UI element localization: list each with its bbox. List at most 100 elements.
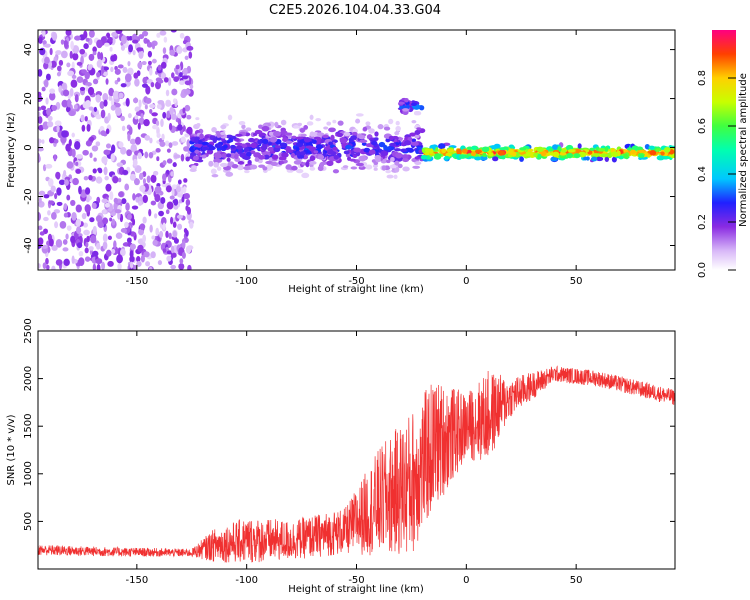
spectrogram-cell xyxy=(328,127,336,133)
spectrogram-cell xyxy=(107,235,112,240)
spectrogram-cell xyxy=(45,73,51,81)
spectrogram-cell xyxy=(189,84,194,90)
snr-frame xyxy=(37,330,676,570)
spectrogram-cell xyxy=(165,185,172,193)
spectrogram-cell xyxy=(103,149,111,156)
spectrogram-cell xyxy=(309,166,316,171)
spectrogram-cell xyxy=(393,148,401,152)
spectrogram-cell xyxy=(150,174,157,183)
spectrogram-cell xyxy=(45,97,49,105)
spectrogram-cell xyxy=(81,124,86,132)
spectrogram-cell xyxy=(355,113,364,117)
spectrogram-cell xyxy=(177,179,182,185)
spectrogram-cell xyxy=(336,132,344,138)
spectrogram-cell xyxy=(169,49,176,56)
spectrogram-cell xyxy=(51,104,58,111)
spectrogram-cell xyxy=(127,213,132,220)
spectrogram-cell xyxy=(56,71,61,77)
spectrogram-cell xyxy=(353,147,362,153)
spectrogram-cell xyxy=(332,169,340,174)
spectrogram-cell xyxy=(79,48,86,55)
spectrogram-cell xyxy=(368,149,376,155)
spectrogram-cell xyxy=(257,139,263,145)
spectrogram-cell xyxy=(54,221,59,229)
spectrogram-cell xyxy=(151,235,156,240)
spectrogram-cell xyxy=(350,135,357,140)
spectrogram-cell xyxy=(55,50,62,56)
spectrogram-cell xyxy=(173,76,180,83)
spectrogram-cell xyxy=(156,32,161,38)
spectrogram-cell xyxy=(119,248,126,257)
spectrogram-cell xyxy=(41,30,46,37)
spectrogram-cell xyxy=(306,121,314,126)
spectrogram-cell xyxy=(358,155,367,162)
spectrogram-cell xyxy=(592,153,600,157)
spectrogram-cell xyxy=(163,77,169,83)
spectrogram-cell xyxy=(59,220,67,229)
spectrogram-cell xyxy=(386,174,394,179)
spectrogram-cell xyxy=(415,148,420,155)
spectrogram-cell xyxy=(172,230,178,238)
spectrogram-cell xyxy=(303,137,311,143)
spectrogram-cell xyxy=(271,154,279,160)
spectrogram-cell xyxy=(51,245,58,251)
spectrogram-cell xyxy=(145,85,151,95)
spectrogram-cell xyxy=(267,146,275,152)
spectrogram-cell xyxy=(87,64,93,71)
spectrogram-cell xyxy=(434,153,442,158)
spectrogram-cell xyxy=(180,136,186,143)
spectrogram-cell xyxy=(111,31,119,37)
spectrogram-cell xyxy=(415,111,422,116)
spectrogram-cell xyxy=(414,134,420,139)
spectrogram-cell xyxy=(308,160,317,165)
spectrogram-cell xyxy=(85,37,90,42)
spectrogram-cell xyxy=(157,64,162,71)
spectrogram-cell xyxy=(317,154,325,160)
spectrogram-cell xyxy=(199,133,204,140)
spectrogram-cell xyxy=(172,221,177,228)
spectrogram-cell xyxy=(414,129,421,136)
spectrogram-cell xyxy=(152,239,158,246)
spectrogram-cell xyxy=(184,104,191,112)
spectrogram-cell xyxy=(230,144,236,149)
spectrogram-cell xyxy=(311,139,317,144)
spectrogram-cell xyxy=(141,83,149,88)
spectrogram-cell xyxy=(243,166,251,171)
spectrogram-cell xyxy=(129,173,137,181)
spectrogram-cell xyxy=(489,145,498,150)
spectrogram-cell xyxy=(110,144,116,154)
spectrogram-cell xyxy=(578,151,587,158)
spectrogram-cell xyxy=(446,148,455,153)
spectrogram-cell xyxy=(154,193,161,203)
spectrogram-cell xyxy=(444,155,450,160)
spectrogram-cell xyxy=(125,202,130,211)
spectrogram-cell xyxy=(119,213,124,223)
spectrogram-cell xyxy=(162,111,167,119)
spectrogram-cell xyxy=(65,233,69,240)
spectrogram-cell xyxy=(441,148,447,154)
spectrogram-cell xyxy=(405,104,410,109)
spectrogram-cell xyxy=(270,161,278,166)
spectrogram-cell xyxy=(74,140,81,150)
spectrogram-cell xyxy=(146,175,151,183)
spectrogram-cell xyxy=(139,185,146,193)
spectrogram-cell xyxy=(183,146,190,152)
spectrogram-cell xyxy=(420,155,428,160)
spectrogram-cell xyxy=(104,175,109,181)
spectrogram-cell xyxy=(148,151,154,159)
spectrogram-cell xyxy=(279,160,285,165)
spectrogram-cell xyxy=(184,133,190,138)
spectrogram-cell xyxy=(160,118,164,128)
spectrogram-cell xyxy=(53,154,57,162)
spectrogram-cell xyxy=(72,52,79,61)
spectrogram-cell xyxy=(213,161,220,168)
spectrogram-cell xyxy=(419,105,425,111)
spectrogram-cell xyxy=(98,168,103,174)
spectrogram-cell xyxy=(186,126,193,135)
spectrogram-cell xyxy=(261,125,270,132)
spectrogram-cell xyxy=(461,148,468,154)
spectrogram-cell xyxy=(104,202,110,208)
spectrogram-cell xyxy=(153,170,159,176)
snr-panel: -150 -100 -50 0 50 500 1000 1500 2000 2500 Height… xyxy=(6,318,676,595)
spectrogram-cell xyxy=(414,161,422,166)
